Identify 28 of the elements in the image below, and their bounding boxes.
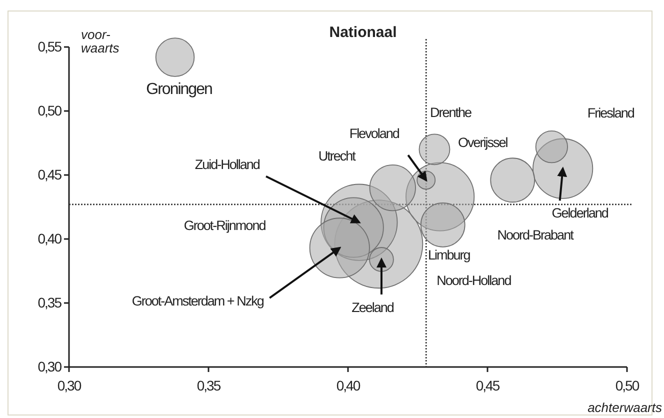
y-axis-title: voor- waarts (81, 27, 120, 56)
annotation: Flevoland (349, 126, 400, 141)
annotation: Friesland (587, 106, 634, 121)
y-tick-label: 0,50 (38, 102, 62, 118)
annotation: Drenthe (430, 105, 472, 120)
y-tick-label: 0,35 (38, 294, 62, 310)
x-axis-title: achterwaarts (588, 400, 662, 415)
y-tick-label: 0,45 (38, 166, 62, 182)
chart-title: Nationaal (329, 24, 397, 41)
annotation: Limburg (428, 248, 470, 263)
annotation: Groot-Amsterdam + Nzkg (132, 294, 264, 309)
annotation: Groot-Rijnmond (184, 218, 266, 234)
x-tick-label: 0,40 (336, 377, 361, 394)
y-tick-label: 0,55 (38, 38, 62, 54)
y-tick-label: 0,40 (38, 230, 62, 246)
annotation: Groningen (146, 80, 212, 98)
y-tick-label: 0,30 (38, 358, 62, 374)
annotation: Noord-Holland (436, 272, 512, 288)
x-tick-label: 0,45 (476, 377, 500, 394)
annotation: Gelderland (552, 205, 608, 220)
x-tick-label: 0,30 (57, 377, 82, 394)
annotation: Noord-Brabant (497, 227, 574, 242)
x-tick-label: 0,50 (615, 377, 640, 394)
annotation: Utrecht (318, 148, 356, 164)
annotation: Overijssel (458, 134, 508, 150)
annotation: Zuid-Holland (194, 157, 260, 172)
x-tick-label: 0,35 (196, 377, 222, 394)
annotation: Zeeland (352, 300, 394, 316)
